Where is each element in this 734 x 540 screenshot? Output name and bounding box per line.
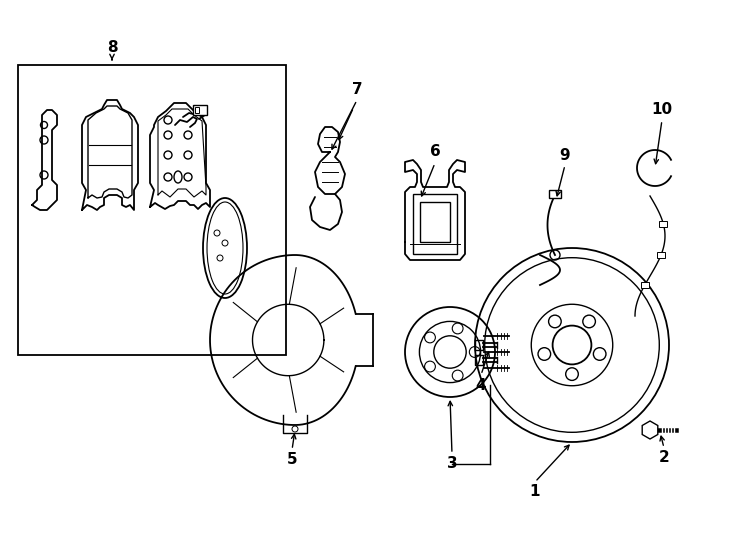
Text: 5: 5 — [287, 453, 297, 468]
Bar — [657, 252, 665, 258]
Text: 6: 6 — [429, 145, 440, 159]
Text: 7: 7 — [352, 83, 363, 98]
Text: 2: 2 — [658, 450, 669, 465]
Bar — [413, 194, 457, 254]
Bar — [659, 221, 667, 227]
Text: 4: 4 — [476, 377, 487, 393]
Bar — [641, 282, 649, 288]
Text: 9: 9 — [560, 147, 570, 163]
Bar — [549, 190, 561, 198]
Bar — [193, 105, 207, 115]
Text: 1: 1 — [530, 484, 540, 500]
Text: 10: 10 — [652, 103, 672, 118]
Bar — [195, 107, 199, 113]
Text: 3: 3 — [447, 456, 457, 471]
Polygon shape — [642, 421, 658, 439]
Bar — [18, 65, 286, 355]
Bar — [420, 202, 450, 242]
Text: 8: 8 — [106, 40, 117, 56]
